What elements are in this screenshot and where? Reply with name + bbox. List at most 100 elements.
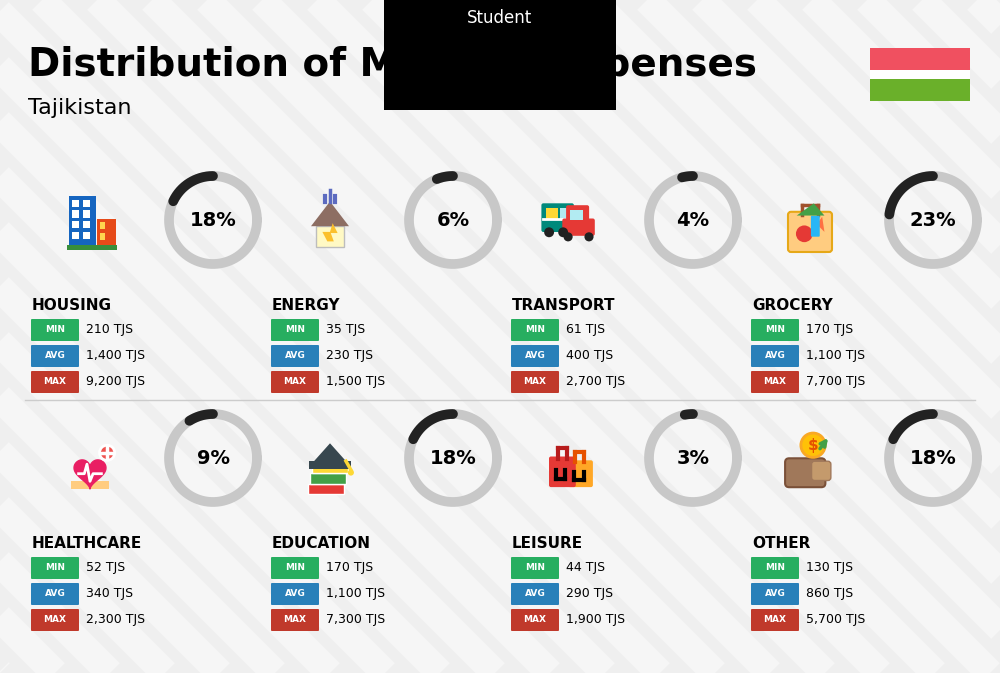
- FancyBboxPatch shape: [271, 557, 319, 579]
- Text: HEALTHCARE: HEALTHCARE: [32, 536, 142, 551]
- Text: EDUCATION: EDUCATION: [272, 536, 371, 551]
- FancyBboxPatch shape: [785, 458, 825, 487]
- Text: MAX: MAX: [284, 616, 306, 625]
- Text: 170 TJS: 170 TJS: [806, 324, 853, 336]
- FancyBboxPatch shape: [31, 583, 79, 605]
- FancyBboxPatch shape: [541, 203, 574, 232]
- Text: 6%: 6%: [436, 211, 470, 229]
- Text: MIN: MIN: [285, 326, 305, 334]
- FancyBboxPatch shape: [31, 345, 79, 367]
- Text: MAX: MAX: [524, 378, 546, 386]
- Polygon shape: [311, 201, 349, 226]
- FancyBboxPatch shape: [67, 245, 117, 250]
- Polygon shape: [322, 223, 338, 242]
- Polygon shape: [817, 217, 824, 232]
- Text: MIN: MIN: [45, 326, 65, 334]
- Text: TRANSPORT: TRANSPORT: [512, 297, 616, 312]
- Text: 1,100 TJS: 1,100 TJS: [806, 349, 865, 363]
- Text: 210 TJS: 210 TJS: [86, 324, 133, 336]
- Text: Tajikistan: Tajikistan: [28, 98, 132, 118]
- Text: 9,200 TJS: 9,200 TJS: [86, 376, 145, 388]
- FancyBboxPatch shape: [870, 79, 970, 101]
- FancyBboxPatch shape: [72, 221, 79, 228]
- FancyBboxPatch shape: [72, 232, 79, 239]
- Text: 1,400 TJS: 1,400 TJS: [86, 349, 145, 363]
- FancyBboxPatch shape: [271, 345, 319, 367]
- FancyBboxPatch shape: [562, 219, 595, 236]
- Text: MIN: MIN: [765, 563, 785, 573]
- Text: 18%: 18%: [190, 211, 236, 229]
- Polygon shape: [71, 481, 109, 489]
- Text: MAX: MAX: [284, 378, 306, 386]
- FancyBboxPatch shape: [870, 70, 970, 79]
- FancyBboxPatch shape: [308, 484, 344, 495]
- Circle shape: [801, 433, 825, 458]
- Text: OTHER: OTHER: [752, 536, 810, 551]
- Text: AVG: AVG: [525, 351, 545, 361]
- Text: Distribution of Monthly Expenses: Distribution of Monthly Expenses: [28, 46, 757, 84]
- Text: 18%: 18%: [430, 448, 476, 468]
- Text: AVG: AVG: [525, 590, 545, 598]
- Circle shape: [544, 227, 554, 237]
- Text: MIN: MIN: [525, 563, 545, 573]
- Text: MAX: MAX: [764, 378, 786, 386]
- Polygon shape: [797, 203, 824, 215]
- Text: Student: Student: [467, 9, 533, 27]
- FancyBboxPatch shape: [316, 226, 344, 247]
- Text: MAX: MAX: [44, 616, 66, 625]
- Circle shape: [796, 225, 813, 242]
- Circle shape: [348, 470, 354, 476]
- Circle shape: [564, 232, 573, 242]
- Text: GROCERY: GROCERY: [752, 297, 833, 312]
- FancyBboxPatch shape: [511, 345, 559, 367]
- FancyBboxPatch shape: [100, 222, 105, 229]
- Text: AVG: AVG: [285, 590, 305, 598]
- FancyBboxPatch shape: [83, 221, 90, 228]
- Text: 7,300 TJS: 7,300 TJS: [326, 614, 385, 627]
- Text: 2,700 TJS: 2,700 TJS: [566, 376, 625, 388]
- Text: 130 TJS: 130 TJS: [806, 561, 853, 575]
- Text: AVG: AVG: [45, 590, 65, 598]
- Text: 35 TJS: 35 TJS: [326, 324, 365, 336]
- FancyBboxPatch shape: [511, 557, 559, 579]
- Circle shape: [100, 446, 115, 460]
- FancyBboxPatch shape: [31, 609, 79, 631]
- Text: 44 TJS: 44 TJS: [566, 561, 605, 575]
- Text: 170 TJS: 170 TJS: [326, 561, 373, 575]
- Text: 1,500 TJS: 1,500 TJS: [326, 376, 385, 388]
- Text: 230 TJS: 230 TJS: [326, 349, 373, 363]
- FancyBboxPatch shape: [751, 557, 799, 579]
- Text: 23%: 23%: [910, 211, 956, 229]
- FancyBboxPatch shape: [83, 232, 90, 239]
- FancyBboxPatch shape: [72, 200, 79, 207]
- FancyBboxPatch shape: [31, 557, 79, 579]
- Polygon shape: [314, 444, 346, 461]
- Text: 7,700 TJS: 7,700 TJS: [806, 376, 865, 388]
- Text: HOUSING: HOUSING: [32, 297, 112, 312]
- FancyBboxPatch shape: [271, 371, 319, 393]
- FancyBboxPatch shape: [788, 212, 832, 252]
- FancyBboxPatch shape: [751, 319, 799, 341]
- FancyBboxPatch shape: [570, 210, 583, 220]
- Circle shape: [584, 232, 594, 242]
- FancyBboxPatch shape: [97, 219, 116, 245]
- FancyBboxPatch shape: [751, 609, 799, 631]
- Text: 3%: 3%: [676, 448, 710, 468]
- Text: 2,300 TJS: 2,300 TJS: [86, 614, 145, 627]
- FancyBboxPatch shape: [511, 319, 559, 341]
- FancyBboxPatch shape: [511, 583, 559, 605]
- Text: MAX: MAX: [44, 378, 66, 386]
- FancyBboxPatch shape: [312, 463, 348, 473]
- FancyBboxPatch shape: [83, 210, 90, 218]
- FancyBboxPatch shape: [566, 205, 589, 223]
- FancyBboxPatch shape: [31, 319, 79, 341]
- FancyBboxPatch shape: [310, 474, 346, 484]
- Text: 340 TJS: 340 TJS: [86, 588, 133, 600]
- Text: 9%: 9%: [196, 448, 230, 468]
- Text: $: $: [808, 437, 818, 453]
- Text: AVG: AVG: [45, 351, 65, 361]
- FancyBboxPatch shape: [751, 371, 799, 393]
- FancyBboxPatch shape: [309, 461, 351, 469]
- FancyBboxPatch shape: [811, 216, 820, 237]
- Text: MIN: MIN: [45, 563, 65, 573]
